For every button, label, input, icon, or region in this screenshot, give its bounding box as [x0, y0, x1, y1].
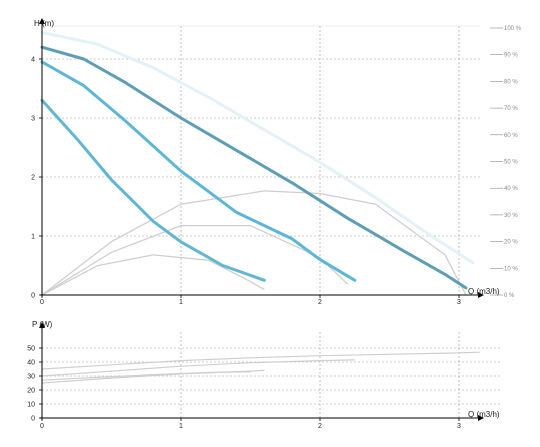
y-axis-label: H (m) — [34, 19, 54, 28]
x-axis-arrow — [478, 415, 484, 421]
percent-tick-label: 30 % — [504, 213, 518, 219]
pump-curve-max — [40, 30, 475, 265]
power-curve-mid — [41, 369, 265, 384]
percent-tick-label: 40 % — [504, 186, 518, 192]
percent-tick-label: 90 % — [504, 53, 518, 59]
percent-tick-label: 60 % — [504, 133, 518, 139]
y-tick-label: 4 — [31, 57, 35, 64]
percent-tick-label: 10 % — [504, 266, 518, 272]
y-tick-label: 50 — [27, 346, 35, 353]
y-axis-label: P (W) — [32, 320, 53, 329]
y-tick-label: 0 — [31, 416, 35, 423]
pump-curve-high — [40, 45, 468, 290]
y-tick-label: 1 — [31, 234, 35, 241]
x-tick-label: 2 — [318, 299, 322, 306]
y-tick-label: 2 — [31, 175, 35, 182]
pump-curve-min — [40, 98, 266, 282]
power-curve-high — [41, 359, 355, 377]
percent-tick-label: 80 % — [504, 79, 518, 85]
x-tick-label: 1 — [179, 423, 183, 430]
x-axis-arrow — [478, 292, 484, 298]
y-tick-label: 20 — [27, 388, 35, 395]
x-tick-label: 0 — [40, 423, 44, 430]
x-tick-label: 3 — [457, 423, 461, 430]
x-tick-label: 3 — [457, 299, 461, 306]
x-tick-label: 1 — [179, 299, 183, 306]
power-curve-low — [41, 371, 251, 381]
y-tick-label: 3 — [31, 116, 35, 123]
y-tick-label: 30 — [27, 374, 35, 381]
power-curve-max — [41, 351, 480, 370]
percent-tick-label: 50 % — [504, 160, 518, 166]
y-axis-arrow — [39, 18, 45, 24]
y-tick-label: 10 — [27, 402, 35, 409]
percent-tick-label: 70 % — [504, 106, 518, 112]
efficiency-curve — [41, 254, 265, 296]
x-axis-label: Q (m3/h) — [468, 287, 500, 296]
x-tick-label: 0 — [40, 299, 44, 306]
y-tick-label: 0 — [31, 293, 35, 300]
percent-tick-label: 0 % — [504, 293, 515, 299]
x-axis-label: Q (m3/h) — [468, 410, 500, 419]
percent-tick-label: 20 % — [504, 240, 518, 246]
percent-tick-label: 100 % — [504, 26, 522, 32]
x-tick-label: 2 — [318, 423, 322, 430]
pump-curve-mid — [40, 60, 357, 282]
head-flow-chart: 0 % 10 % 20 % 30 % 40 % 50 % 60 % 70 % 80 % 90 % 1… — [31, 18, 522, 306]
efficiency-curve — [41, 190, 467, 296]
y-axis-arrow — [39, 322, 45, 328]
y-tick-label: 40 — [27, 360, 35, 367]
